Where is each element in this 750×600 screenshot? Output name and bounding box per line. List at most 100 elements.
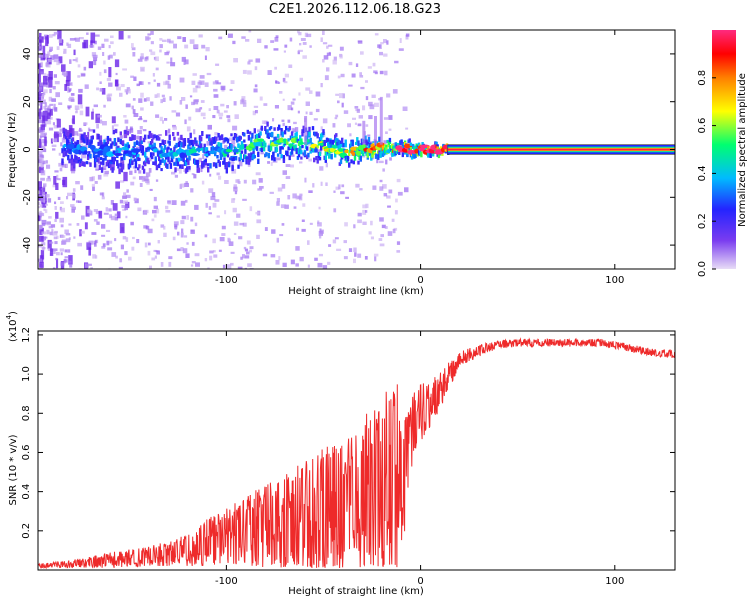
spectrogram-speckle <box>193 44 199 48</box>
spectrogram-speckle <box>279 91 283 94</box>
spectrogram-speckle <box>78 200 82 203</box>
spectrogram-cell <box>117 137 120 143</box>
spectrogram-cell <box>262 140 266 147</box>
spectrogram-cell <box>257 153 260 157</box>
spectrogram-speckle <box>72 59 77 62</box>
spectrogram-cell <box>124 129 127 134</box>
spectrogram-cell <box>238 135 241 142</box>
spectrogram-speckle <box>102 52 105 56</box>
spectrogram-speckle <box>47 119 51 122</box>
spectrogram-cell <box>92 153 96 158</box>
spectrogram-speckle <box>56 61 60 66</box>
spectrogram-cell <box>114 129 118 134</box>
spectrogram-cell <box>285 125 288 131</box>
spectrogram-speckle <box>46 221 51 226</box>
spectrogram-cell <box>379 152 382 158</box>
spectrogram-speckle <box>369 141 375 144</box>
spectrogram-speckle <box>80 143 84 148</box>
spectrogram-speckle <box>137 130 142 135</box>
spectrogram-speckle <box>115 72 118 76</box>
spectrogram-speckle <box>77 94 83 105</box>
spectrogram-cell <box>100 167 104 173</box>
spectrogram-cell <box>353 155 357 161</box>
spectrogram-speckle <box>244 248 248 252</box>
spectrogram-speckle <box>60 252 63 256</box>
spectrogram-speckle <box>226 264 232 269</box>
spectrogram-speckle <box>337 75 341 79</box>
spectrogram-speckle <box>76 223 80 226</box>
spectrogram-speckle <box>317 262 323 268</box>
spectrogram-speckle <box>238 161 243 167</box>
spectrogram-cell <box>160 146 163 152</box>
spectrogram-speckle <box>382 168 385 172</box>
spectrogram-cell <box>253 155 256 159</box>
spectrogram-cell <box>308 131 311 137</box>
spectrogram-speckle <box>145 172 151 177</box>
spectrogram-speckle <box>294 127 299 132</box>
spectrogram-speckle <box>335 186 340 190</box>
spectrogram-cell <box>179 164 182 169</box>
spectrogram-speckle <box>248 59 253 62</box>
spectrogram-cell <box>324 159 327 163</box>
spectrogram-speckle <box>43 72 47 78</box>
spectrogram-speckle <box>44 136 47 146</box>
spectrogram-speckle <box>143 119 148 123</box>
spectrogram-speckle <box>300 38 306 41</box>
spectrogram-cell <box>159 159 162 165</box>
spectrogram-speckle <box>339 93 344 99</box>
spectrogram-speckle <box>42 160 46 165</box>
spectrogram-speckle <box>89 176 94 182</box>
spectrogram-cell <box>306 135 309 140</box>
spectrogram-speckle <box>49 248 53 256</box>
spectrogram-speckle <box>213 106 219 110</box>
spectrogram-speckle <box>247 61 251 65</box>
spectrogram-speckle <box>48 225 53 229</box>
spectrogram-speckle <box>40 161 44 166</box>
spectrogram-speckle <box>107 93 113 97</box>
spectrogram-cell <box>194 137 197 142</box>
spectrogram-speckle <box>254 66 258 71</box>
spectrogram-speckle <box>143 176 149 182</box>
spectrogram-speckle <box>40 249 45 260</box>
spectrogram-core <box>190 153 200 156</box>
spectrogram-core <box>239 144 245 151</box>
spectrogram-speckle <box>39 212 45 217</box>
spectrogram-speckle <box>71 93 75 96</box>
snr-multiplier-close: ) <box>8 311 19 315</box>
spectrogram-speckle <box>243 246 247 250</box>
spectrogram-cell <box>354 150 358 154</box>
spectrogram-speckle <box>357 40 363 43</box>
spectrogram-speckle <box>49 88 52 94</box>
spectrogram-speckle <box>348 248 353 252</box>
spectrogram-speckle <box>230 161 235 164</box>
spectrogram-speckle <box>52 148 56 151</box>
spectrogram-cell <box>401 152 404 158</box>
spectrogram-speckle <box>58 162 64 167</box>
spectrogram-cell <box>128 161 132 168</box>
spectrogram-speckle <box>216 138 220 141</box>
spectrogram-core <box>89 144 96 151</box>
spectrogram-speckle <box>334 237 339 240</box>
spectrogram-speckle <box>52 250 56 254</box>
spectrogram-speckle <box>247 163 251 167</box>
spectrogram-speckle <box>143 98 147 102</box>
spectrogram-speckle <box>163 225 166 230</box>
spectrogram-speckle <box>290 164 294 168</box>
spectrogram-cell <box>366 156 369 160</box>
spectrogram-speckle <box>43 57 49 60</box>
spectrogram-speckle <box>54 81 60 85</box>
spectrogram-cell <box>387 149 390 154</box>
spectrogram-speckle <box>127 35 131 39</box>
spectrogram-speckle <box>87 263 92 266</box>
spectrogram-speckle <box>38 37 42 40</box>
spectrogram-speckle <box>223 144 228 149</box>
spectrogram-speckle <box>387 205 391 208</box>
spectrogram-speckle <box>273 48 279 51</box>
spectrogram-cell <box>163 145 167 150</box>
spectrogram-speckle <box>284 204 289 209</box>
spectrogram-cell <box>247 135 251 141</box>
spectrogram-speckle <box>185 199 188 203</box>
spectrogram-speckle <box>315 108 320 113</box>
spectrogram-cell <box>420 151 423 158</box>
